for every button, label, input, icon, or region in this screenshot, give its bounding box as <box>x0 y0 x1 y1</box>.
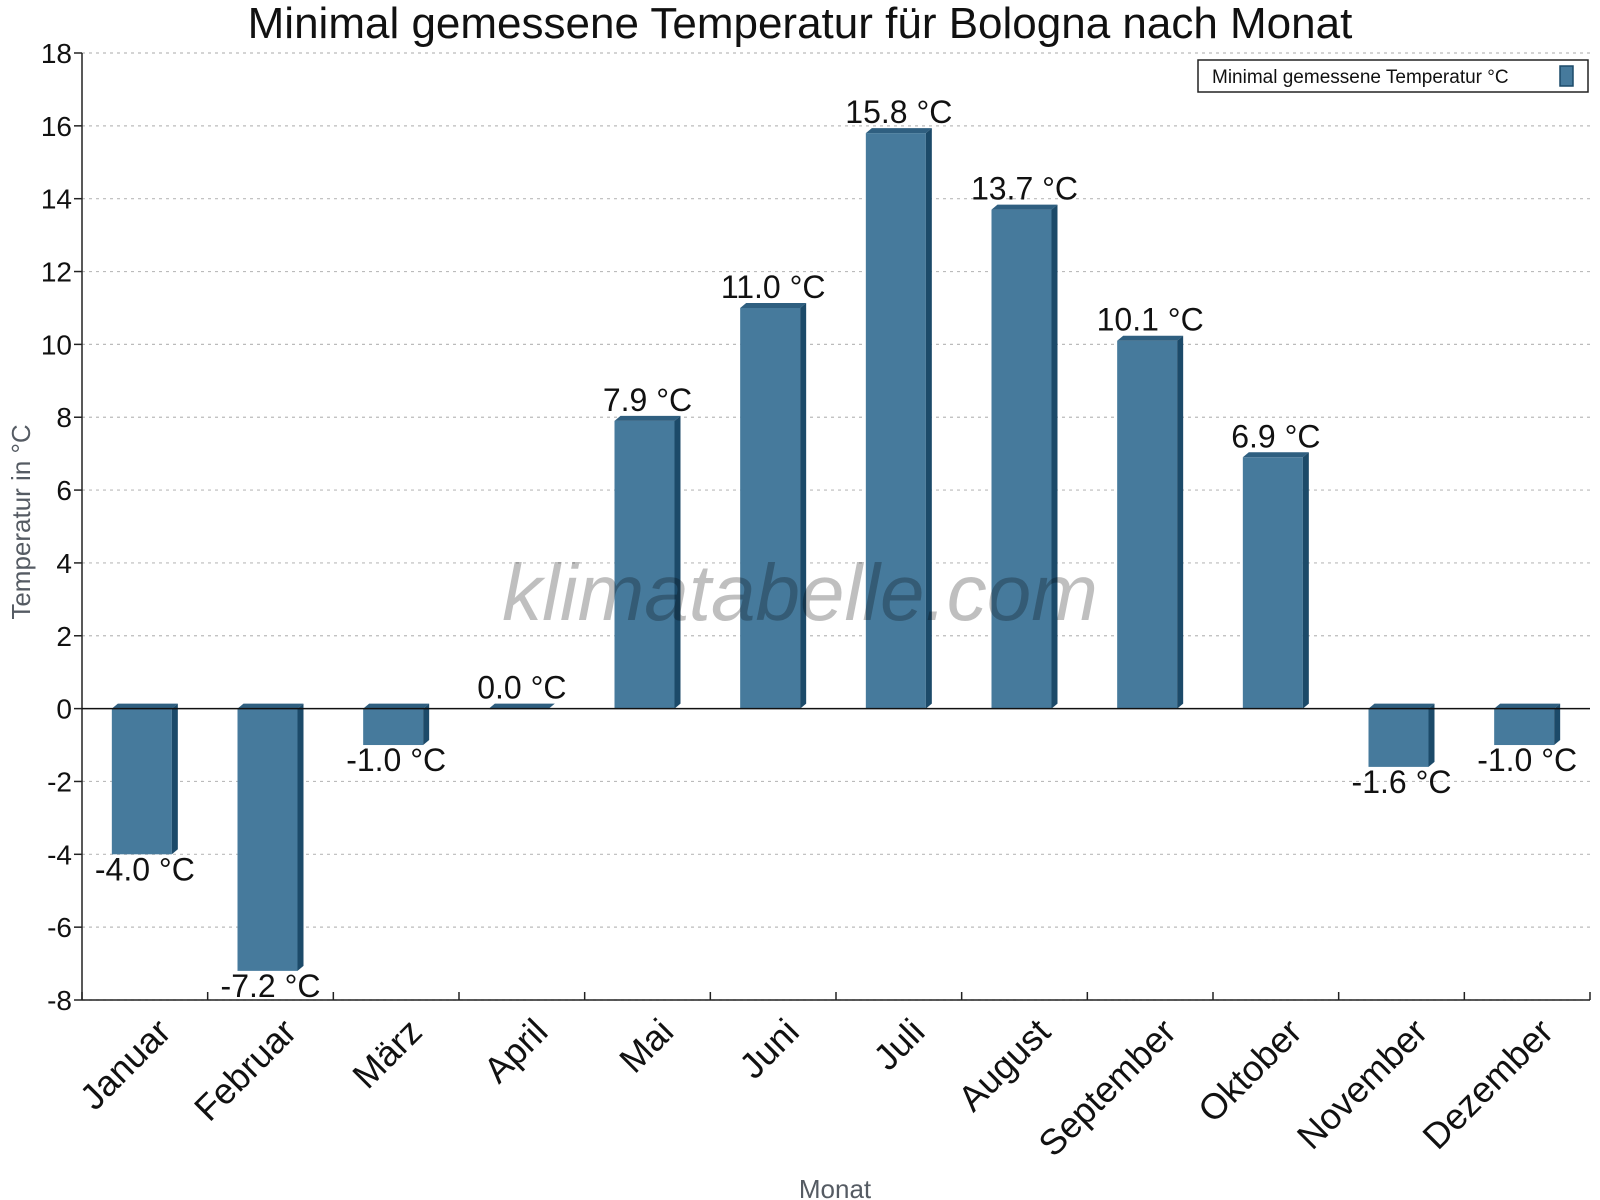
y-tick-label: 16 <box>41 111 72 142</box>
bar <box>1494 703 1561 746</box>
bar-top <box>111 703 178 709</box>
bar-side <box>1051 204 1058 709</box>
data-label: -7.2 °C <box>221 968 321 1004</box>
bar-side <box>1428 703 1435 767</box>
x-tick-label: September <box>1030 1011 1184 1165</box>
data-label: 6.9 °C <box>1231 418 1320 454</box>
data-label: -4.0 °C <box>95 851 195 887</box>
chart-title: Minimal gemessene Temperatur für Bologna… <box>248 0 1353 48</box>
y-tick-label: 18 <box>41 38 72 69</box>
bar-face <box>991 209 1052 709</box>
x-tick-label: Februar <box>186 1011 304 1129</box>
legend-label: Minimal gemessene Temperatur °C <box>1212 67 1509 88</box>
bar-face <box>237 708 298 971</box>
bar-face <box>1117 340 1178 709</box>
bar <box>614 415 681 709</box>
bar-top <box>363 703 430 709</box>
x-tick-label: November <box>1289 1011 1435 1157</box>
bar-face <box>1494 708 1555 746</box>
y-tick-label: -6 <box>47 912 72 943</box>
bar <box>1117 335 1184 709</box>
y-tick-label: -2 <box>47 766 72 797</box>
data-label: 10.1 °C <box>1097 302 1204 338</box>
grid-lines <box>82 52 1590 1001</box>
bar-side <box>1554 703 1561 746</box>
y-tick-label: -8 <box>47 985 72 1016</box>
y-tick-label: 14 <box>41 184 72 215</box>
legend-swatch <box>1559 65 1574 87</box>
bar-side <box>800 302 807 709</box>
bar-side <box>1177 335 1184 709</box>
bar <box>740 302 807 709</box>
bar-side <box>297 703 304 971</box>
bar <box>1368 703 1435 767</box>
data-label: -1.6 °C <box>1352 764 1452 800</box>
bar-top <box>237 703 304 709</box>
x-tick-label: März <box>344 1011 430 1097</box>
bar <box>237 703 304 971</box>
x-tick-label: Mai <box>611 1011 681 1081</box>
bar-side <box>925 128 932 709</box>
bars <box>111 128 1561 971</box>
bar-side <box>1302 452 1309 709</box>
y-tick-label: 12 <box>41 257 72 288</box>
x-tick-label: Oktober <box>1190 1011 1310 1131</box>
data-label: 0.0 °C <box>477 670 566 706</box>
data-label: -1.0 °C <box>1477 742 1577 778</box>
bar-top <box>1242 452 1309 458</box>
bar-side <box>674 415 681 709</box>
y-axis-ticks: -8 -6 -4 -2 0 2 4 6 8 10 12 14 16 18 <box>41 38 82 1016</box>
bar <box>1242 452 1309 709</box>
x-tick-label: August <box>950 1011 1058 1119</box>
bar <box>363 703 430 746</box>
x-axis-ticks: Januar Februar März April Mai Juni Juli AugustS… <box>72 1011 1561 1165</box>
y-tick-label: -4 <box>47 839 72 870</box>
x-tick-label: Januar <box>72 1011 179 1118</box>
bar-top <box>1494 703 1561 709</box>
data-label: 13.7 °C <box>971 171 1078 207</box>
bar-face <box>865 133 926 709</box>
bar-face <box>1242 457 1303 709</box>
x-tick-label: Dezember <box>1414 1011 1560 1157</box>
y-tick-label: 6 <box>56 475 72 506</box>
y-axis-label: Temperatur in °C <box>6 424 36 619</box>
bar-top <box>614 415 681 421</box>
data-label: 15.8 °C <box>845 94 952 130</box>
bar-side <box>423 703 430 746</box>
bar-top <box>991 204 1058 210</box>
bar-face <box>111 708 172 855</box>
y-tick-label: 10 <box>41 329 72 360</box>
data-labels: -4.0 °C -7.2 °C -1.0 °C 0.0 °C 7.9 °C 11.0 °C… <box>95 94 1577 1004</box>
watermark: klimatabelle.com <box>502 548 1098 637</box>
bar-top <box>488 703 555 709</box>
legend-box <box>1197 59 1589 93</box>
y-tick-label: 8 <box>56 402 72 433</box>
y-tick-label: 2 <box>56 621 72 652</box>
data-label: 11.0 °C <box>721 269 826 305</box>
bar-top <box>740 302 807 308</box>
bar <box>991 204 1058 709</box>
bar-top <box>1368 703 1435 709</box>
bar-face <box>740 307 801 709</box>
bar-face <box>614 420 675 709</box>
legend: Minimal gemessene Temperatur °C <box>1197 59 1589 93</box>
bar-top <box>1117 335 1184 341</box>
bar <box>865 128 932 709</box>
bar-face <box>1368 708 1429 767</box>
y-tick-label: 0 <box>56 694 72 725</box>
x-axis-label: Monat <box>799 1174 872 1200</box>
x-tick-label: Juni <box>731 1011 807 1087</box>
bar-face <box>363 708 424 746</box>
bar-top <box>865 128 932 134</box>
axes <box>81 53 1591 1001</box>
data-label: -1.0 °C <box>346 742 446 778</box>
bar-side <box>171 703 178 855</box>
bar <box>111 703 178 855</box>
x-tick-label: Juli <box>865 1011 932 1078</box>
x-tick-label: April <box>476 1011 556 1091</box>
data-label: 7.9 °C <box>603 382 692 418</box>
y-tick-label: 4 <box>56 548 72 579</box>
